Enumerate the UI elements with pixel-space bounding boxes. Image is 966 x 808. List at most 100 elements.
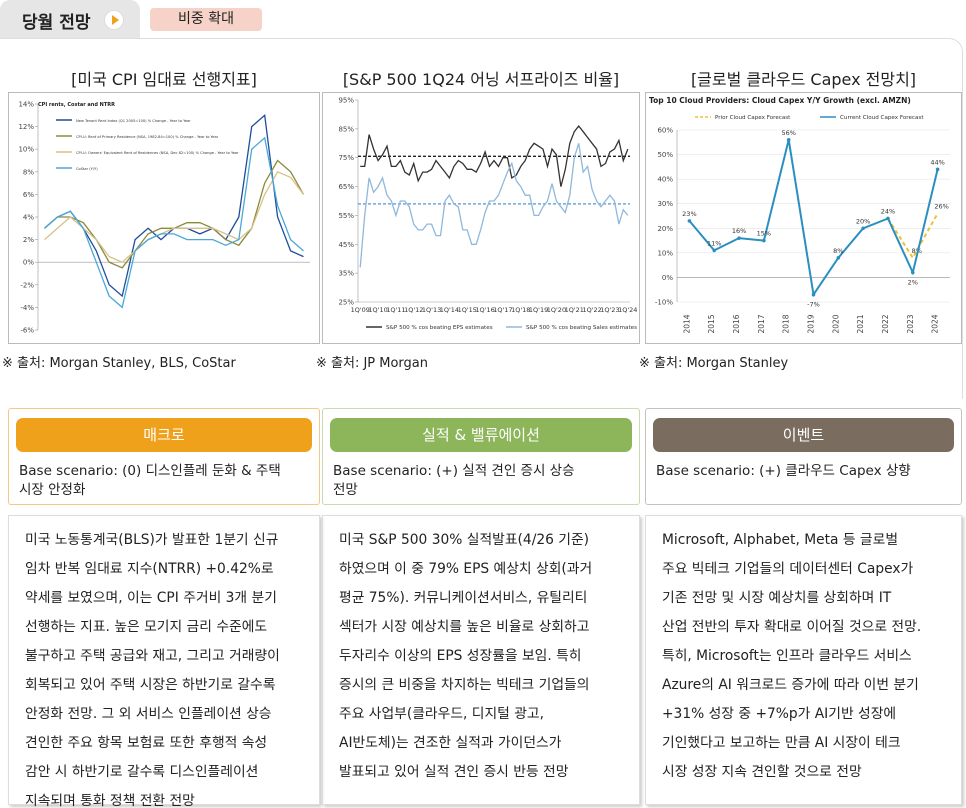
- legend-label: Current Cloud Capex Forecast: [840, 115, 924, 121]
- marker: [762, 238, 766, 243]
- chart-frame: [322, 92, 640, 344]
- x-tick-label: 2021: [856, 314, 865, 333]
- y-tick-label: 6%: [23, 191, 34, 199]
- x-tick-label: 1Q'23: [600, 306, 619, 314]
- y-tick-label: 0%: [662, 274, 673, 282]
- scenario-line: Base scenario: (+) 클라우드 Capex 상향: [656, 463, 911, 479]
- y-tick-label: 4%: [23, 214, 34, 222]
- body-line: 회복되고 있어 주택 시장은 하반기로 갈수록: [25, 677, 276, 693]
- x-tick-label: 2020: [831, 314, 840, 333]
- chart-title: [글로벌 클라우드 Capex 전망치]: [690, 70, 917, 89]
- chart-inner-title: Top 10 Cloud Providers: Cloud Capex Y/Y …: [649, 96, 911, 105]
- body-line: 안정화 전망. 그 외 서비스 인플레이션 상승: [25, 706, 272, 722]
- body-line: 기인했다고 보고하는 만큼 AI 시장이 테크: [662, 735, 901, 751]
- marker: [737, 236, 741, 240]
- x-tick-label: 1Q'09: [351, 306, 370, 314]
- tab: 당월 전망: [0, 0, 140, 38]
- body-line: 평균 75%). 커뮤니케이션서비스, 유틸리티: [339, 590, 588, 606]
- body-line: 시장 성장 지속 견인할 것으로 전망: [662, 764, 862, 780]
- value-label: 15%: [757, 230, 771, 238]
- value-label: 16%: [732, 227, 746, 235]
- y-tick-label: 8%: [23, 168, 34, 176]
- value-label: 8%: [912, 247, 922, 255]
- body-line: +31% 성장 중 +7%p가 AI기반 성장에: [662, 706, 897, 722]
- chart: 14% 12% 10% 8% 6% 4% 2% 0% -2% -4% -6% New Tenant R…: [8, 92, 320, 344]
- x-tick-label: 1Q'13: [422, 306, 441, 314]
- scenario-line: 전망: [333, 482, 358, 498]
- chart-frame: [8, 92, 320, 344]
- y-tick-label: 85%: [338, 125, 354, 133]
- y-tick-label: 45%: [338, 241, 354, 249]
- y-tick-label: 35%: [338, 270, 354, 278]
- x-tick-label: 1Q'16: [475, 306, 494, 314]
- legend-label: CPI-U: Owners' Equivalent Rent of Reside…: [76, 151, 239, 155]
- legend-label: S&P 500 % cos beating Sales estimates: [526, 325, 637, 331]
- body-line: 견인한 주요 항목 보험료 또한 후행적 속성: [25, 735, 268, 751]
- x-tick-label: 2024: [931, 314, 940, 333]
- x-tick-label: 1Q'22: [582, 306, 601, 314]
- y-tick-label: 60%: [657, 127, 673, 135]
- marker: [836, 255, 841, 260]
- x-tick-label: 1Q'12: [404, 306, 423, 314]
- source: ※ 출처: JP Morgan: [316, 356, 429, 371]
- y-tick-label: 30%: [657, 200, 673, 208]
- body-line: 감안 시 하반기로 갈수록 디스인플레이션: [25, 764, 259, 780]
- play-icon: [104, 10, 124, 30]
- x-tick-label: 1Q'18: [511, 306, 530, 314]
- legend-label: Prior Cloud Capex Forecast: [715, 115, 791, 121]
- marker: [786, 138, 791, 142]
- y-tick-label: 55%: [338, 212, 354, 220]
- y-tick-label: -2%: [20, 281, 34, 289]
- card-title: 이벤트: [653, 418, 954, 452]
- source: ※ 출처: Morgan Stanley, BLS, CoStar: [2, 356, 236, 371]
- marker: [811, 292, 816, 297]
- body-line: 산업 전반의 투자 확대로 이어질 것으로 전망.: [662, 619, 922, 635]
- chart-title: [S&P 500 1Q24 어닝 서프라이즈 비율]: [342, 70, 620, 89]
- body-line: 증시의 큰 비중을 차지하는 빅테크 기업들의: [339, 677, 590, 693]
- y-tick-label: 2%: [23, 236, 34, 244]
- frame: [0, 38, 963, 399]
- x-tick-label: 2015: [707, 314, 716, 333]
- x-tick-label: 2018: [782, 314, 791, 333]
- marker: [687, 219, 692, 223]
- x-tick-label: 1Q'17: [493, 306, 512, 314]
- value-label: 2%: [908, 279, 918, 287]
- x-tick-label: 1Q'11: [386, 306, 405, 314]
- x-tick-label: 2022: [881, 314, 890, 333]
- y-tick-label: 25%: [338, 299, 354, 307]
- x-tick-label: 2019: [807, 314, 816, 333]
- y-tick-label: 40%: [657, 176, 673, 184]
- legend-label: CoStar (Y/Y): [76, 167, 98, 171]
- body-line: 주요 사업부(클라우드, 디지털 광고,: [339, 706, 545, 722]
- legend-label: New Tenant Rent Index (Q1 2005=100) % Ch…: [76, 119, 191, 123]
- card: 이벤트 Base scenario: (+) 클라우드 Capex 상향: [645, 408, 962, 505]
- y-tick-label: 10%: [18, 146, 34, 154]
- y-tick-label: 65%: [338, 183, 354, 191]
- value-label: 24%: [881, 207, 895, 215]
- legend-label: CPI-U: Rent of Primary Residence (NSA, 1…: [76, 135, 219, 139]
- value-label: 26%: [934, 203, 948, 211]
- series-line: [44, 170, 305, 263]
- marker: [886, 216, 890, 221]
- body-line: 임차 반복 임대료 지수(NTRR) +0.42%로: [25, 561, 274, 577]
- y-tick-label: -4%: [20, 304, 34, 312]
- x-tick-label: 1Q'20: [547, 306, 566, 314]
- y-tick-label: 95%: [338, 97, 354, 105]
- scenario-line: 시장 안정화: [19, 482, 86, 498]
- body-line: 발표되고 있어 실적 견인 증시 반등 전망: [339, 764, 569, 780]
- body-box: 미국 노동통계국(BLS)가 발표한 1분기 신규 임차 반복 임대료 지수(NT…: [8, 515, 320, 808]
- chart-frame: [645, 92, 962, 344]
- y-tick-label: 0%: [23, 259, 34, 267]
- body-line: Microsoft, Alphabet, Meta 등 글로벌: [662, 532, 899, 548]
- y-tick-label: 75%: [338, 154, 354, 162]
- value-label: 56%: [781, 129, 795, 137]
- body-line: AI반도체)는 견조한 실적과 가이던스가: [339, 735, 562, 751]
- body-line: 두자리수 이상의 EPS 성장률을 보임. 특히: [339, 648, 582, 664]
- card-title: 매크로: [16, 418, 312, 452]
- marker: [910, 270, 915, 275]
- x-tick-label: 1Q'15: [458, 306, 477, 314]
- body-line: 주요 빅테크 기업들의 데이터센터 Capex가: [662, 561, 914, 577]
- x-tick-label: 2014: [682, 314, 691, 333]
